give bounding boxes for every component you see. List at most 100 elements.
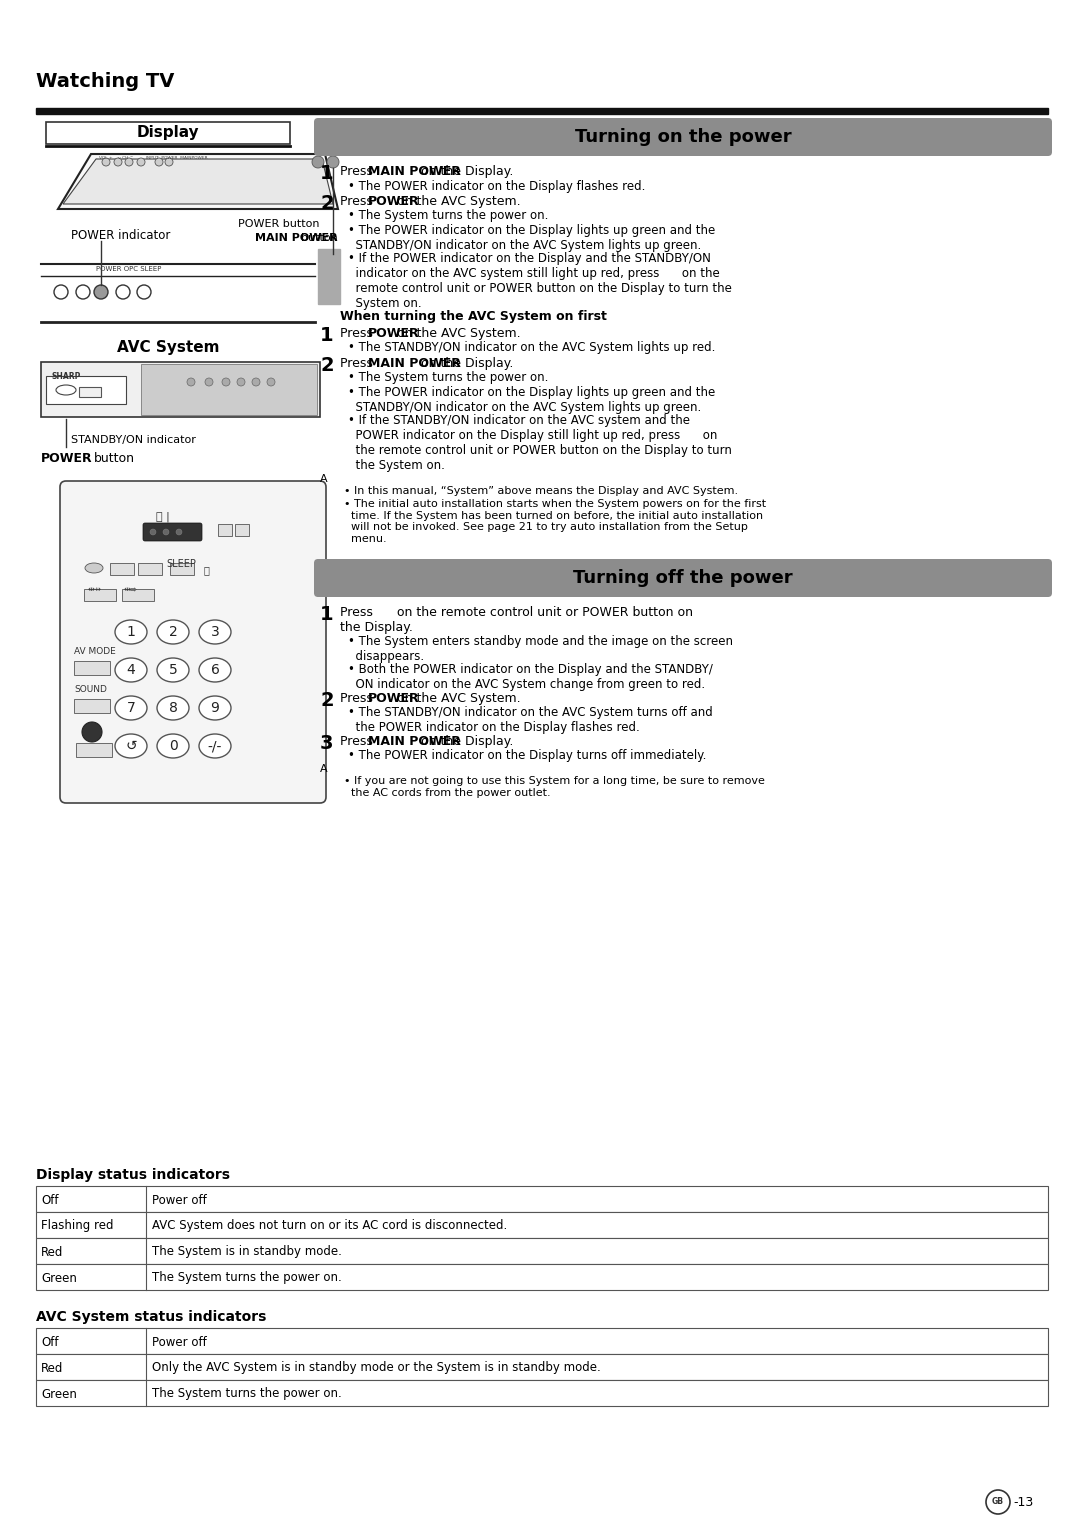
Text: MAIN POWER: MAIN POWER [368,358,461,370]
Text: • The POWER indicator on the Display lights up green and the
  STANDBY/ON indica: • The POWER indicator on the Display lig… [348,225,715,252]
Text: Power off: Power off [152,1335,206,1349]
Ellipse shape [199,620,231,643]
Bar [84,588,116,601]
Text: 4: 4 [126,663,135,677]
Bar [235,524,249,536]
Ellipse shape [114,620,147,643]
Bar [141,364,318,416]
Text: • The POWER indicator on the Display flashes red.: • The POWER indicator on the Display fla… [348,180,646,193]
Text: GB: GB [993,1497,1004,1507]
Text: 9: 9 [211,701,219,715]
Polygon shape [63,159,333,205]
Text: SLEEP: SLEEP [166,559,195,568]
Text: Off: Off [41,1335,58,1349]
Text: Flashing red: Flashing red [41,1219,113,1233]
FancyBboxPatch shape [314,118,1052,156]
Text: Off: Off [41,1193,58,1207]
Ellipse shape [85,562,103,573]
Text: MAIN POWER: MAIN POWER [368,735,461,749]
Ellipse shape [157,659,189,681]
FancyBboxPatch shape [143,523,202,541]
Text: 1: 1 [320,605,334,623]
Bar [110,562,134,575]
Text: • In this manual, “System” above means the Display and AVC System.: • In this manual, “System” above means t… [345,486,738,497]
Text: Power off: Power off [152,1193,206,1207]
Text: Only the AVC System is in standby mode or the System is in standby mode.: Only the AVC System is in standby mode o… [152,1361,600,1375]
Circle shape [176,529,183,535]
Circle shape [94,286,108,299]
Text: POWER: POWER [368,196,420,208]
Circle shape [54,286,68,299]
Circle shape [125,157,133,167]
Circle shape [137,286,151,299]
Bar [46,376,126,403]
Text: on the AVC System.: on the AVC System. [393,196,521,208]
Bar [41,362,320,417]
Text: Press: Press [340,735,377,749]
Bar [36,1264,1048,1290]
Circle shape [252,377,260,387]
Text: AVC System status indicators: AVC System status indicators [36,1309,267,1323]
Bar [36,108,1048,115]
Bar [170,562,194,575]
Bar [75,662,110,675]
Text: Red: Red [41,1245,64,1259]
Text: • The STANDBY/ON indicator on the AVC System turns off and
  the POWER indicator: • The STANDBY/ON indicator on the AVC Sy… [348,706,713,733]
Circle shape [165,157,173,167]
Text: AVC System does not turn on or its AC cord is disconnected.: AVC System does not turn on or its AC co… [152,1219,508,1233]
Text: ⇹⇸: ⇹⇸ [87,585,102,594]
Text: 2: 2 [320,194,334,212]
Text: 1: 1 [320,325,334,345]
Bar [75,698,110,714]
Circle shape [312,156,324,168]
Text: POWER: POWER [368,692,420,704]
Circle shape [76,286,90,299]
Text: 3: 3 [320,733,334,753]
Text: • Both the POWER indicator on the Display and the STANDBY/
  ON indicator on the: • Both the POWER indicator on the Displa… [348,663,713,691]
Bar [138,562,162,575]
Ellipse shape [157,733,189,758]
Text: MAIN POWER: MAIN POWER [368,165,461,177]
Text: • The STANDBY/ON indicator on the AVC System lights up red.: • The STANDBY/ON indicator on the AVC Sy… [348,341,715,354]
Text: 5: 5 [168,663,177,677]
Text: Green: Green [41,1387,77,1401]
Text: 3: 3 [211,625,219,639]
Text: SOUND: SOUND [75,685,107,694]
Text: • The initial auto installation starts when the System powers on for the first
 : • The initial auto installation starts w… [345,500,766,544]
Circle shape [205,377,213,387]
Text: A: A [320,764,327,775]
FancyBboxPatch shape [60,481,326,804]
Text: 1: 1 [320,163,334,183]
Text: button: button [267,232,338,243]
Text: 2: 2 [320,356,334,374]
Ellipse shape [199,695,231,720]
Text: SHARP: SHARP [51,371,80,380]
Text: Press: Press [340,358,377,370]
Text: • If you are not going to use this System for a long time, be sure to remove
  t: • If you are not going to use this Syste… [345,776,765,798]
Circle shape [267,377,275,387]
Circle shape [156,157,163,167]
Bar [122,588,154,601]
Circle shape [163,529,168,535]
Ellipse shape [157,695,189,720]
Text: • The System turns the power on.: • The System turns the power on. [348,209,549,222]
Bar [46,122,291,144]
Text: Press: Press [340,165,377,177]
Text: The System is in standby mode.: The System is in standby mode. [152,1245,342,1259]
Ellipse shape [157,620,189,643]
Text: When turning the AVC System on first: When turning the AVC System on first [340,310,607,322]
Bar [76,743,112,756]
Text: on the Display.: on the Display. [417,358,514,370]
Text: 7: 7 [126,701,135,715]
Polygon shape [58,154,338,209]
Text: Press      on the remote control unit or POWER button on
the Display.: Press on the remote control unit or POWE… [340,607,693,634]
Text: • If the STANDBY/ON indicator on the AVC system and the
  POWER indicator on the: • If the STANDBY/ON indicator on the AVC… [348,414,732,472]
Text: ⇹⇨: ⇹⇨ [124,585,138,594]
Text: - VOL +    v CH ^         INPUT  POWER  MAINPOWER: - VOL + v CH ^ INPUT POWER MAINPOWER [96,156,207,160]
Circle shape [114,157,122,167]
Ellipse shape [114,695,147,720]
Circle shape [150,529,156,535]
Text: POWER: POWER [368,327,420,341]
Ellipse shape [199,733,231,758]
Bar [36,1380,1048,1406]
